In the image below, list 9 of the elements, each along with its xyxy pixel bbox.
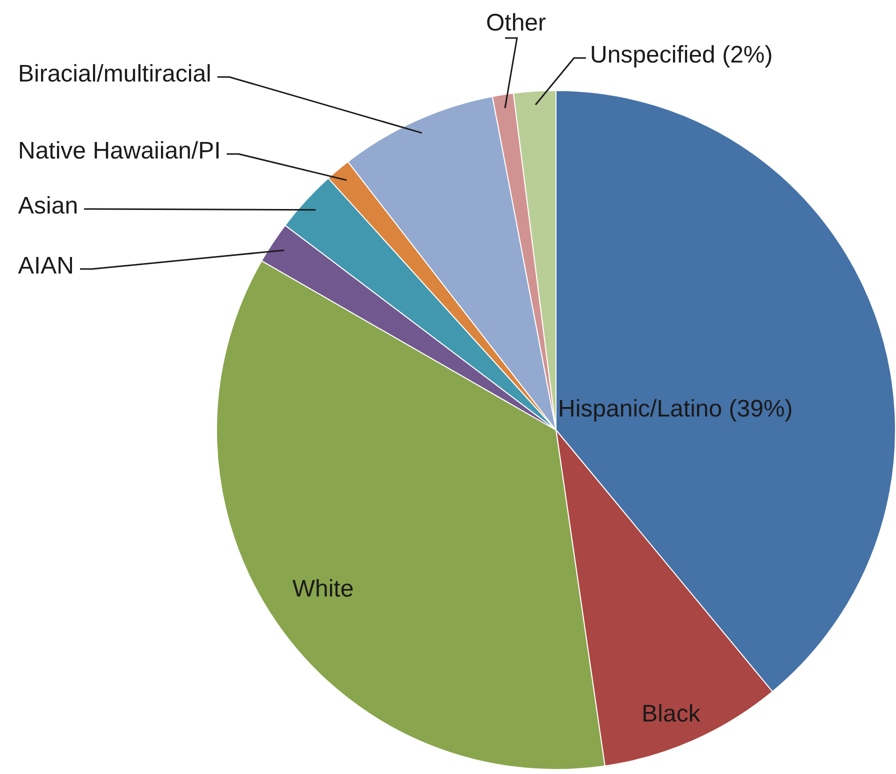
slice-label: Hispanic/Latino (39%) [558,396,793,423]
slice-label: Other [486,10,546,37]
slice-label: Biracial/multiracial [18,60,212,88]
slice-label: Black [642,700,702,728]
slice-label: Asian [18,192,78,220]
slice-label: Native Hawaiian/PI [18,138,221,165]
slice-label: Unspecified (2%) [590,42,773,69]
slice-label: AIAN [18,252,74,280]
slice-label: White [292,576,354,603]
